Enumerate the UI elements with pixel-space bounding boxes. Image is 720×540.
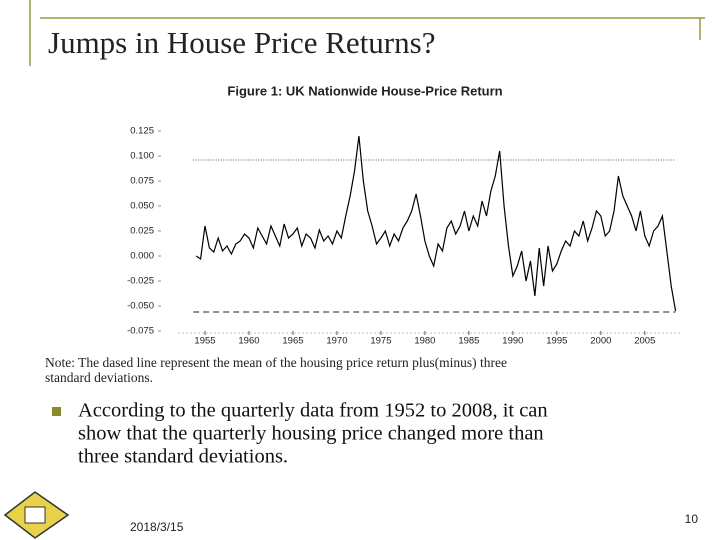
bullet-text: three standard deviations. (78, 446, 288, 468)
x-tick-label: 1980 (414, 336, 435, 347)
return-line (195, 135, 677, 312)
x-tick-label: 2005 (634, 336, 655, 347)
bullet-text: show that the quarterly housing price ch… (78, 423, 544, 445)
x-tick-label: 2000 (590, 336, 611, 347)
y-tick-label: -0.025 (127, 276, 154, 287)
y-tick-label: 0.025 (130, 226, 154, 237)
x-tick-label: 1985 (458, 336, 479, 347)
y-tick-label: 0.125 (130, 126, 154, 137)
chart-title: Figure 1: UK Nationwide House-Price Retu… (227, 83, 502, 98)
x-tick-label: 1970 (326, 336, 347, 347)
page-number: 10 (685, 512, 699, 526)
x-tick-label: 1960 (238, 336, 259, 347)
bullet-text: According to the quarterly data from 195… (78, 400, 548, 422)
bullet-marker (52, 407, 61, 416)
y-tick-label: 0.075 (130, 176, 154, 187)
x-tick-label: 1995 (546, 336, 567, 347)
x-tick-label: 1975 (370, 336, 391, 347)
date: 2018/3/15 (130, 520, 184, 534)
note-line: standard deviations. (45, 370, 153, 385)
y-tick-label: 0.050 (130, 201, 154, 212)
y-tick-label: 0.000 (130, 251, 154, 262)
logo (3, 491, 70, 539)
x-tick-label: 1965 (282, 336, 303, 347)
x-tick-label: 1990 (502, 336, 523, 347)
x-tick-label: 1955 (194, 336, 215, 347)
slide-title: Jumps in House Price Returns? (48, 25, 435, 60)
y-tick-label: -0.075 (127, 326, 154, 337)
y-tick-label: -0.050 (127, 301, 154, 312)
y-tick-label: 0.100 (130, 151, 154, 162)
note-line: Note: The dased line represent the mean … (45, 355, 507, 370)
